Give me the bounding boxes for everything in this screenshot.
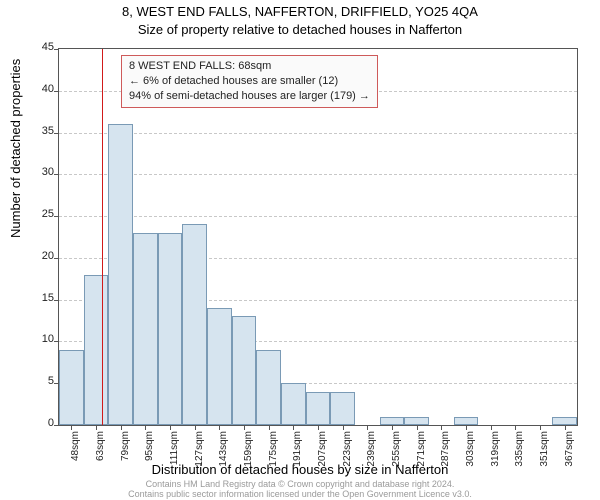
histogram-bar <box>281 383 306 425</box>
x-tick-label: 303sqm <box>465 431 476 471</box>
histogram-bar <box>552 417 577 425</box>
y-tick-mark <box>54 174 59 175</box>
histogram-bar <box>306 392 331 425</box>
y-tick-label: 35 <box>14 125 54 137</box>
x-tick-mark <box>343 425 344 430</box>
gridline <box>59 174 577 175</box>
y-tick-label: 15 <box>14 292 54 304</box>
x-tick-mark <box>244 425 245 430</box>
y-tick-label: 10 <box>14 333 54 345</box>
histogram-bar <box>207 308 232 425</box>
x-tick-label: 191sqm <box>292 431 303 471</box>
info-line-larger: 94% of semi-detached houses are larger (… <box>129 89 370 104</box>
x-tick-mark <box>491 425 492 430</box>
chart-title-address: 8, WEST END FALLS, NAFFERTON, DRIFFIELD,… <box>0 4 600 19</box>
x-tick-label: 175sqm <box>268 431 279 471</box>
y-tick-label: 25 <box>14 208 54 220</box>
histogram-bar <box>84 275 109 425</box>
x-tick-label: 271sqm <box>416 431 427 471</box>
y-tick-mark <box>54 133 59 134</box>
y-tick-mark <box>54 341 59 342</box>
x-tick-label: 95sqm <box>144 431 155 471</box>
x-tick-mark <box>293 425 294 430</box>
y-tick-mark <box>54 258 59 259</box>
histogram-chart: 8, WEST END FALLS, NAFFERTON, DRIFFIELD,… <box>0 0 600 500</box>
x-tick-mark <box>466 425 467 430</box>
y-tick-label: 45 <box>14 41 54 53</box>
reference-line <box>102 49 103 425</box>
x-tick-label: 223sqm <box>342 431 353 471</box>
y-tick-mark <box>54 300 59 301</box>
x-tick-label: 48sqm <box>70 431 81 471</box>
histogram-bar <box>232 316 257 425</box>
y-tick-mark <box>54 91 59 92</box>
y-tick-label: 30 <box>14 166 54 178</box>
y-tick-label: 0 <box>14 417 54 429</box>
x-tick-label: 287sqm <box>440 431 451 471</box>
x-tick-mark <box>441 425 442 430</box>
y-tick-mark <box>54 216 59 217</box>
x-tick-label: 63sqm <box>95 431 106 471</box>
x-tick-mark <box>540 425 541 430</box>
x-tick-mark <box>318 425 319 430</box>
x-tick-mark <box>269 425 270 430</box>
x-tick-mark <box>367 425 368 430</box>
x-tick-mark <box>96 425 97 430</box>
histogram-bar <box>380 417 405 425</box>
histogram-bar <box>330 392 355 425</box>
x-tick-mark <box>417 425 418 430</box>
x-tick-label: 207sqm <box>317 431 328 471</box>
histogram-bar <box>404 417 429 425</box>
x-tick-label: 79sqm <box>120 431 131 471</box>
y-tick-mark <box>54 425 59 426</box>
histogram-bar <box>158 233 183 425</box>
x-tick-label: 335sqm <box>514 431 525 471</box>
footer-line2: Contains public sector information licen… <box>128 489 472 499</box>
gridline <box>59 133 577 134</box>
x-tick-mark <box>71 425 72 430</box>
y-tick-label: 5 <box>14 375 54 387</box>
x-tick-mark <box>565 425 566 430</box>
histogram-bar <box>133 233 158 425</box>
x-tick-label: 127sqm <box>194 431 205 471</box>
histogram-bar <box>182 224 207 425</box>
x-tick-label: 111sqm <box>169 431 180 471</box>
x-tick-mark <box>392 425 393 430</box>
y-tick-label: 40 <box>14 83 54 95</box>
histogram-bar <box>454 417 479 425</box>
x-tick-label: 143sqm <box>218 431 229 471</box>
x-tick-mark <box>195 425 196 430</box>
x-tick-label: 239sqm <box>366 431 377 471</box>
info-line-smaller: ← 6% of detached houses are smaller (12) <box>129 74 370 89</box>
x-tick-mark <box>121 425 122 430</box>
histogram-bar <box>108 124 133 425</box>
x-tick-label: 367sqm <box>564 431 575 471</box>
histogram-bar <box>256 350 281 425</box>
x-tick-mark <box>219 425 220 430</box>
footer-line1: Contains HM Land Registry data © Crown c… <box>146 479 455 489</box>
gridline <box>59 216 577 217</box>
x-tick-mark <box>170 425 171 430</box>
x-tick-mark <box>515 425 516 430</box>
plot-area: 8 WEST END FALLS: 68sqm ← 6% of detached… <box>58 48 578 426</box>
info-annotation-box: 8 WEST END FALLS: 68sqm ← 6% of detached… <box>121 55 378 108</box>
x-tick-label: 159sqm <box>243 431 254 471</box>
x-tick-label: 255sqm <box>391 431 402 471</box>
info-line-property: 8 WEST END FALLS: 68sqm <box>129 59 370 74</box>
x-tick-label: 319sqm <box>490 431 501 471</box>
histogram-bar <box>59 350 84 425</box>
y-tick-label: 20 <box>14 250 54 262</box>
x-tick-label: 351sqm <box>539 431 550 471</box>
x-tick-mark <box>145 425 146 430</box>
chart-subtitle: Size of property relative to detached ho… <box>0 22 600 37</box>
y-tick-mark <box>54 49 59 50</box>
attribution-footer: Contains HM Land Registry data © Crown c… <box>0 480 600 500</box>
